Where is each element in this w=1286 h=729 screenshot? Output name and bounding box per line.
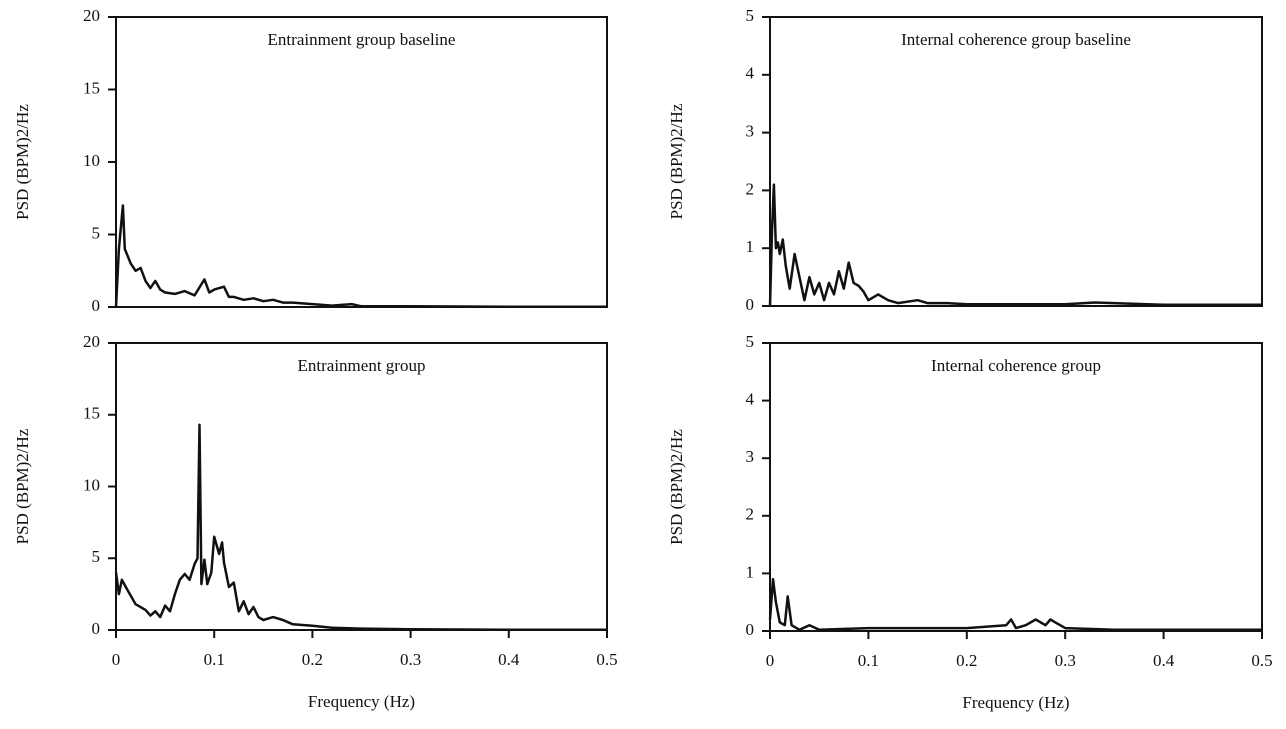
x-axis-label: Frequency (Hz) <box>962 693 1069 712</box>
plot-frame <box>115 342 608 631</box>
y-axis-label: PSD (BPM)2/Hz <box>667 429 686 545</box>
y-tick-label: 15 <box>83 78 100 97</box>
y-tick-label: 0 <box>92 296 101 315</box>
x-tick-label: 0.4 <box>498 650 520 669</box>
plot-frame <box>769 16 1263 307</box>
x-tick-label: 0 <box>112 650 121 669</box>
y-tick-label: 5 <box>746 6 755 25</box>
x-tick-label: 0.5 <box>596 650 617 669</box>
y-tick-label: 0 <box>92 619 101 638</box>
psd-line <box>114 423 607 631</box>
y-tick-label: 0 <box>746 620 755 639</box>
y-tick-label: 15 <box>83 404 100 423</box>
plot-frame <box>769 342 1263 632</box>
x-axis-label: Frequency (Hz) <box>308 692 415 711</box>
x-tick-label: 0.3 <box>400 650 421 669</box>
panel-title: Internal coherence group <box>931 356 1101 375</box>
psd-line <box>768 183 1262 307</box>
y-tick-label: 2 <box>746 505 755 524</box>
y-tick-label: 4 <box>746 64 755 83</box>
x-tick-label: 0.3 <box>1055 651 1076 670</box>
y-tick-label: 5 <box>746 332 755 351</box>
y-tick-label: 0 <box>746 295 755 314</box>
panel-title: Entrainment group baseline <box>268 30 456 49</box>
y-tick-label: 5 <box>92 547 101 566</box>
y-tick-label: 1 <box>746 562 755 581</box>
x-tick-label: 0.2 <box>302 650 323 669</box>
x-tick-label: 0.2 <box>956 651 977 670</box>
y-tick-label: 5 <box>92 223 101 242</box>
y-axis-label: PSD (BPM)2/Hz <box>667 103 686 219</box>
y-tick-label: 10 <box>83 151 100 170</box>
x-tick-label: 0.1 <box>858 651 879 670</box>
y-tick-label: 20 <box>83 332 100 351</box>
x-tick-label: 0.1 <box>204 650 225 669</box>
y-axis-label: PSD (BPM)2/Hz <box>13 104 32 220</box>
panel-title: Internal coherence group baseline <box>901 30 1131 49</box>
panel-title: Entrainment group <box>298 356 426 375</box>
y-tick-label: 20 <box>83 6 100 25</box>
x-tick-label: 0 <box>766 651 775 670</box>
y-axis-label: PSD (BPM)2/Hz <box>13 428 32 544</box>
psd-line <box>768 577 1262 632</box>
y-tick-label: 3 <box>746 447 755 466</box>
psd-line <box>114 204 607 308</box>
x-tick-label: 0.5 <box>1251 651 1272 670</box>
y-tick-label: 2 <box>746 179 755 198</box>
y-tick-label: 10 <box>83 475 100 494</box>
y-tick-label: 1 <box>746 237 755 256</box>
plot-frame <box>115 16 608 308</box>
y-tick-label: 4 <box>746 390 755 409</box>
x-tick-label: 0.4 <box>1153 651 1175 670</box>
y-tick-label: 3 <box>746 122 755 141</box>
